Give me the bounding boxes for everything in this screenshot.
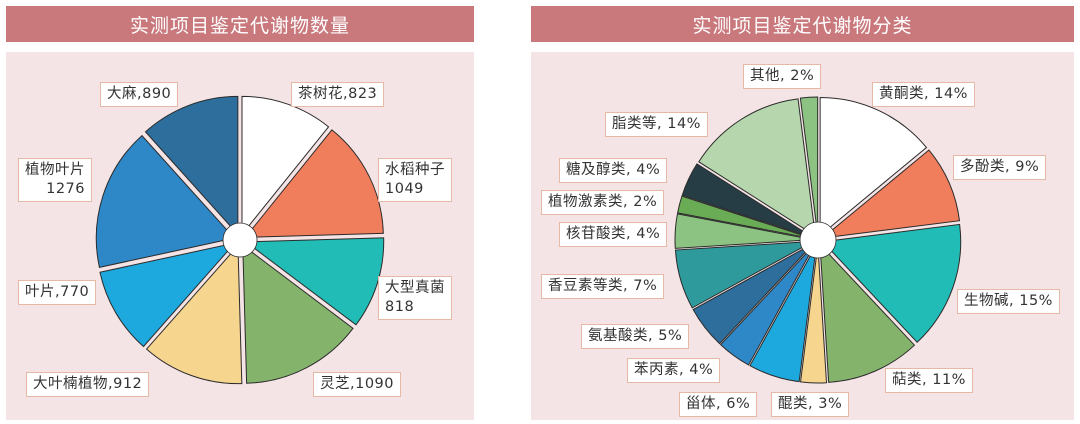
class-slice-2 bbox=[821, 223, 962, 343]
slice-label-value: 818 bbox=[385, 299, 415, 315]
metabolite-count-panel: 实测项目鉴定代谢物数量 大麻,890 茶树花,823 植物叶片 1276 水稻种… bbox=[6, 6, 474, 420]
class-slice-3 bbox=[819, 243, 916, 383]
class-slice-9 bbox=[674, 213, 814, 249]
slice-label-shengwujian: 生物碱, 15% bbox=[957, 289, 1060, 314]
class-slice-8 bbox=[674, 240, 814, 309]
class-slice-1 bbox=[820, 149, 961, 239]
slice-label-yepian: 叶片,770 bbox=[18, 280, 97, 305]
class-slice-4 bbox=[799, 244, 828, 384]
count-slice-2 bbox=[244, 237, 385, 326]
slice-label-daxingzhenjun: 大型真菌 818 bbox=[378, 276, 452, 320]
count-slice-4 bbox=[145, 244, 243, 385]
class-slice-5 bbox=[749, 244, 817, 383]
slice-label-xiangdousu: 香豆素等类, 7% bbox=[541, 274, 665, 299]
slice-label-tielei: 萜类, 11% bbox=[885, 368, 973, 393]
slice-label-name: 大型真菌 bbox=[385, 280, 445, 296]
slice-label-jisu: 植物激素类, 2% bbox=[541, 190, 665, 215]
count-slice-6 bbox=[95, 134, 236, 268]
panel-title: 实测项目鉴定代谢物分类 bbox=[531, 6, 1074, 42]
slice-label-name: 植物叶片 bbox=[25, 162, 85, 178]
pie-chart-class bbox=[674, 96, 962, 384]
slice-label-name: 水稻种子 bbox=[385, 162, 445, 178]
class-slice-6 bbox=[719, 243, 816, 366]
slice-label-hegansuan: 核苷酸类, 4% bbox=[559, 222, 668, 247]
slice-label-anjisuan: 氨基酸类, 5% bbox=[581, 324, 690, 349]
slice-label-huangtong: 黄酮类, 14% bbox=[872, 82, 975, 107]
class-slice-11 bbox=[681, 163, 814, 239]
slice-label-dayenan: 大叶楠植物,912 bbox=[26, 372, 150, 397]
slice-label-value: 1276 bbox=[46, 181, 85, 197]
slice-label-qita: 其他, 2% bbox=[743, 64, 822, 89]
slice-label-benbingsu: 苯丙素, 4% bbox=[627, 358, 721, 383]
count-slice-0 bbox=[241, 95, 330, 236]
slice-label-duofen: 多酚类, 9% bbox=[953, 155, 1047, 180]
metabolite-class-panel: 实测项目鉴定代谢物分类 其他, 2% 黄酮类, 14% 脂类等, 14% 多酚类… bbox=[531, 6, 1074, 420]
class-slice-0 bbox=[819, 96, 928, 237]
slice-label-lingzhi: 灵芝,1090 bbox=[313, 372, 402, 397]
count-slice-5 bbox=[99, 242, 237, 348]
class-slice-13 bbox=[799, 96, 819, 236]
chart-area: 大麻,890 茶树花,823 植物叶片 1276 水稻种子 1049 叶片,77… bbox=[6, 52, 474, 420]
slice-label-zhiwuyepian: 植物叶片 1276 bbox=[18, 158, 92, 202]
count-center-hole bbox=[222, 222, 258, 258]
slice-label-gaiti: 甾体, 6% bbox=[679, 392, 758, 417]
chart-area: 其他, 2% 黄酮类, 14% 脂类等, 14% 多酚类, 9% 糖及醇类, 4… bbox=[531, 52, 1074, 420]
slice-label-chashuhua: 茶树花,823 bbox=[291, 82, 385, 107]
panel-title: 实测项目鉴定代谢物数量 bbox=[6, 6, 474, 42]
slice-label-value: 1049 bbox=[385, 181, 424, 197]
class-slice-7 bbox=[692, 242, 815, 345]
class-slice-12 bbox=[698, 98, 816, 237]
slice-label-tangchun: 糖及醇类, 4% bbox=[559, 158, 668, 183]
slice-label-zhilei: 脂类等, 14% bbox=[605, 112, 708, 137]
count-slice-1 bbox=[244, 129, 384, 238]
slice-label-kunlei: 醌类, 3% bbox=[771, 392, 850, 417]
slice-label-shuidao: 水稻种子 1049 bbox=[378, 158, 452, 202]
class-center-hole bbox=[799, 221, 837, 259]
count-slice-7 bbox=[144, 95, 239, 236]
count-slice-3 bbox=[242, 244, 354, 384]
class-slice-10 bbox=[677, 195, 814, 240]
slice-label-dama: 大麻,890 bbox=[100, 82, 179, 107]
pie-chart-count bbox=[95, 95, 385, 385]
